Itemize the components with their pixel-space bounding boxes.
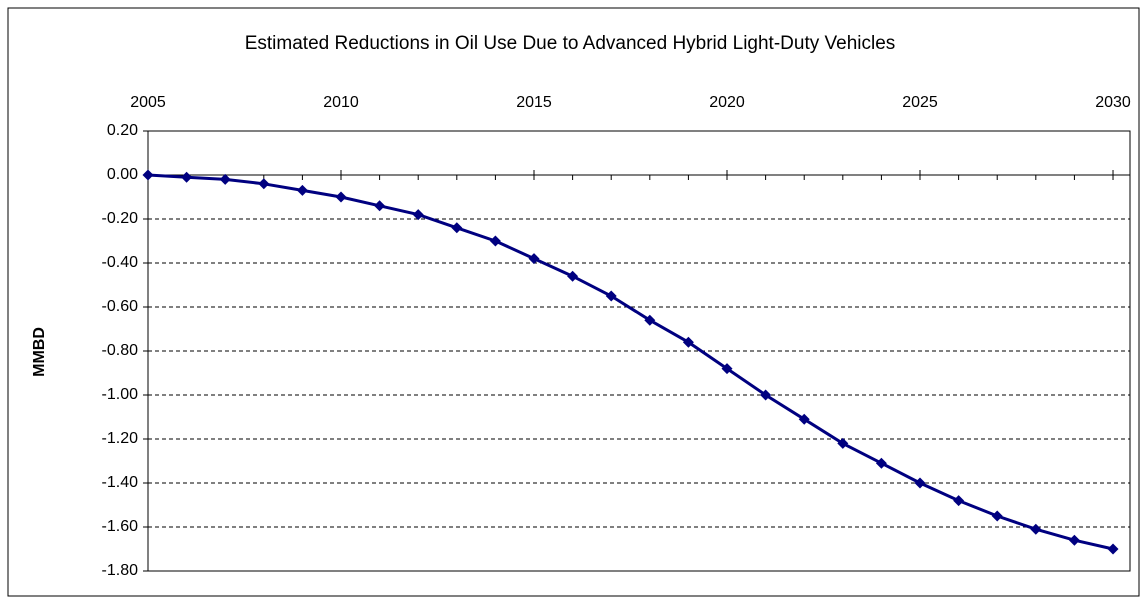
data-point [1068,534,1080,546]
data-point [721,363,733,375]
y-tick-label: -1.60 [102,518,139,535]
y-axis-label: MMBD [31,327,48,377]
plot-border [147,130,1131,572]
data-point [605,290,617,302]
x-tick-label: 2020 [709,94,745,111]
data-point [258,178,270,190]
y-tick-label: -0.80 [102,342,139,359]
data-point [875,457,887,469]
data-point [181,171,193,183]
chart-title: Estimated Reductions in Oil Use Due to A… [245,33,896,54]
data-point [528,253,540,265]
x-tick-label: 2010 [323,94,359,111]
data-point [798,413,810,425]
x-tick-label: 2030 [1095,94,1131,111]
series-line [147,173,1114,551]
x-tick-label: 2025 [902,94,938,111]
y-tick-label: -1.20 [102,430,139,447]
x-tick-label: 2005 [130,94,166,111]
y-tick-label: 0.20 [107,122,138,139]
data-point [914,477,926,489]
data-point [219,173,231,185]
y-tick-label: -0.60 [102,298,139,315]
data-point [567,270,579,282]
y-tick-label: -1.40 [102,474,139,491]
y-tick-label: -1.00 [102,386,139,403]
y-tick-label: 0.00 [107,166,138,183]
data-point [760,389,772,401]
data-point [837,437,849,449]
y-tick-label: -0.20 [102,210,139,227]
data-point [953,495,965,507]
data-point [1030,523,1042,535]
x-tick-label: 2015 [516,94,552,111]
y-tick-label: -0.40 [102,254,139,271]
data-point [991,510,1003,522]
data-point [335,191,347,203]
y-tick-label: -1.80 [102,562,139,579]
data-point [644,314,656,326]
data-point [489,235,501,247]
data-point [142,169,154,181]
data-point [1107,543,1119,555]
data-point [296,184,308,196]
data-point [682,336,694,348]
data-point [374,200,386,212]
data-point [451,222,463,234]
data-point [412,209,424,221]
